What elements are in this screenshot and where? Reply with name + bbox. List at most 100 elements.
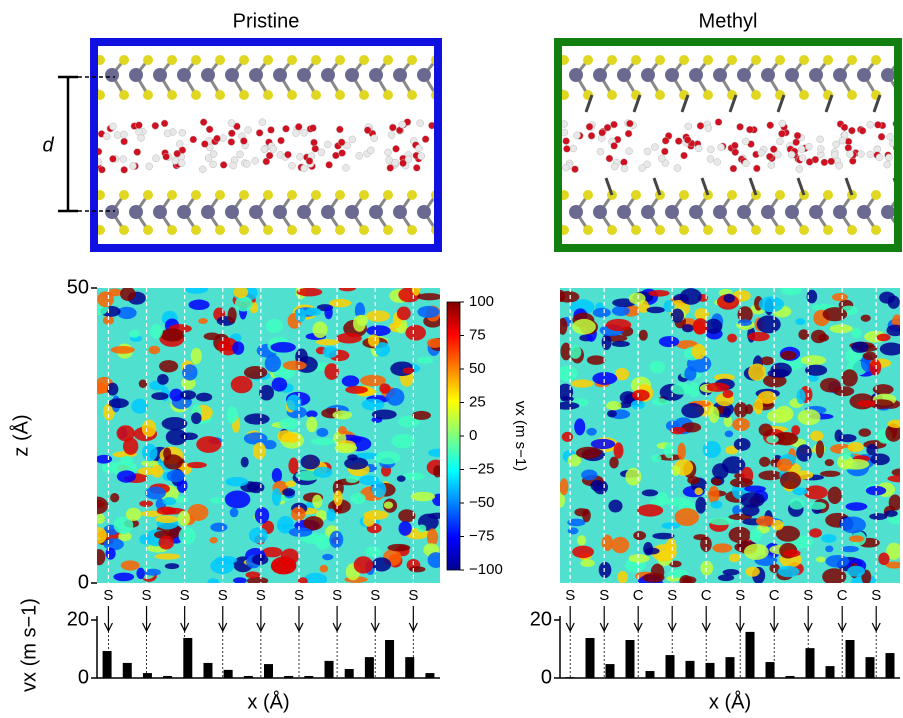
bar: [685, 660, 695, 678]
sulfur: [655, 55, 665, 65]
flow-blob: [651, 544, 677, 562]
water: [385, 156, 393, 164]
molybdenum: [689, 68, 703, 82]
bar: [284, 675, 294, 678]
sulfur: [583, 55, 593, 65]
flow-blob: [758, 296, 785, 313]
flow-blob: [252, 442, 267, 460]
flow-blob: [840, 447, 851, 460]
flow-blob: [590, 438, 616, 450]
sulfur: [191, 190, 201, 200]
flow-blob: [575, 446, 602, 459]
flow-blob: [244, 413, 270, 425]
flow-blob: [295, 308, 307, 323]
sulfur: [98, 55, 105, 65]
sulfur: [215, 190, 225, 200]
sulfur: [215, 90, 225, 100]
flow-blob: [366, 325, 391, 337]
flow-blob: [361, 398, 385, 411]
sulfur: [631, 190, 641, 200]
flow-blob: [567, 518, 586, 527]
flow-blob: [300, 454, 321, 470]
flow-blob: [176, 478, 188, 493]
flow-blob: [312, 321, 328, 339]
sulfur: [335, 55, 345, 65]
molybdenum: [153, 68, 167, 82]
flow-blob: [663, 299, 675, 313]
flow-blob: [405, 324, 426, 341]
flow-blob: [572, 545, 594, 559]
sulfur: [751, 55, 761, 65]
sulfur: [631, 225, 641, 235]
water: [769, 145, 778, 153]
y-tick-label: 20: [67, 608, 89, 630]
flow-blob: [876, 333, 891, 342]
sulfur: [727, 55, 737, 65]
flow-blob: [682, 324, 694, 333]
flow-blob: [363, 510, 389, 520]
x-axis-label: x (Å): [247, 690, 289, 713]
flow-blob: [886, 324, 900, 337]
water: [562, 120, 568, 128]
bar: [163, 675, 173, 678]
flow-blob: [163, 447, 172, 460]
site-label: S: [103, 587, 113, 604]
flow-blob: [817, 333, 830, 342]
flow-blob: [316, 427, 329, 438]
bar: [364, 657, 374, 678]
flow-blob: [120, 560, 140, 571]
flow-blob: [858, 428, 871, 437]
flow-blob: [758, 423, 773, 437]
flow-blob: [625, 467, 642, 486]
flow-blob: [195, 392, 213, 402]
flow-blob: [722, 407, 732, 419]
water: [849, 157, 857, 165]
flow-blob: [226, 406, 238, 424]
flow-blob: [630, 400, 645, 410]
flow-blob: [656, 492, 669, 505]
molybdenum: [785, 68, 799, 82]
water: [300, 129, 308, 137]
flow-blob: [303, 516, 324, 531]
water: [243, 160, 251, 168]
bar: [805, 648, 815, 678]
flow-blob: [427, 552, 440, 569]
molybdenum: [569, 205, 583, 219]
molybdenum: [345, 205, 359, 219]
flow-blob: [891, 468, 900, 477]
water: [137, 134, 145, 142]
water: [363, 126, 372, 134]
flow-blob: [232, 341, 245, 355]
water: [389, 123, 397, 132]
water: [776, 137, 784, 146]
flow-blob: [560, 365, 578, 382]
flow-blob: [824, 459, 834, 467]
flow-blob: [710, 500, 723, 509]
water: [399, 159, 407, 167]
water: [421, 135, 430, 143]
water: [774, 150, 782, 159]
water: [844, 144, 853, 152]
molybdenum: [393, 68, 407, 82]
water: [120, 130, 128, 139]
bar: [825, 666, 835, 678]
flow-blob: [808, 501, 827, 510]
flow-blob: [572, 318, 596, 335]
flow-blob: [374, 342, 390, 357]
water: [731, 141, 739, 150]
flow-blob: [691, 343, 706, 360]
water: [569, 144, 578, 153]
bar: [425, 673, 435, 678]
flow-blob: [154, 553, 181, 560]
flow-blob: [338, 288, 357, 292]
sulfur: [191, 90, 201, 100]
colorbar-tick-label: 50: [469, 360, 486, 377]
sulfur: [383, 225, 393, 235]
flow-blob: [279, 418, 299, 430]
bar: [203, 662, 213, 678]
water: [219, 161, 228, 169]
bar: [183, 637, 193, 678]
flow-blob: [365, 546, 381, 557]
flow-blob: [560, 342, 572, 361]
